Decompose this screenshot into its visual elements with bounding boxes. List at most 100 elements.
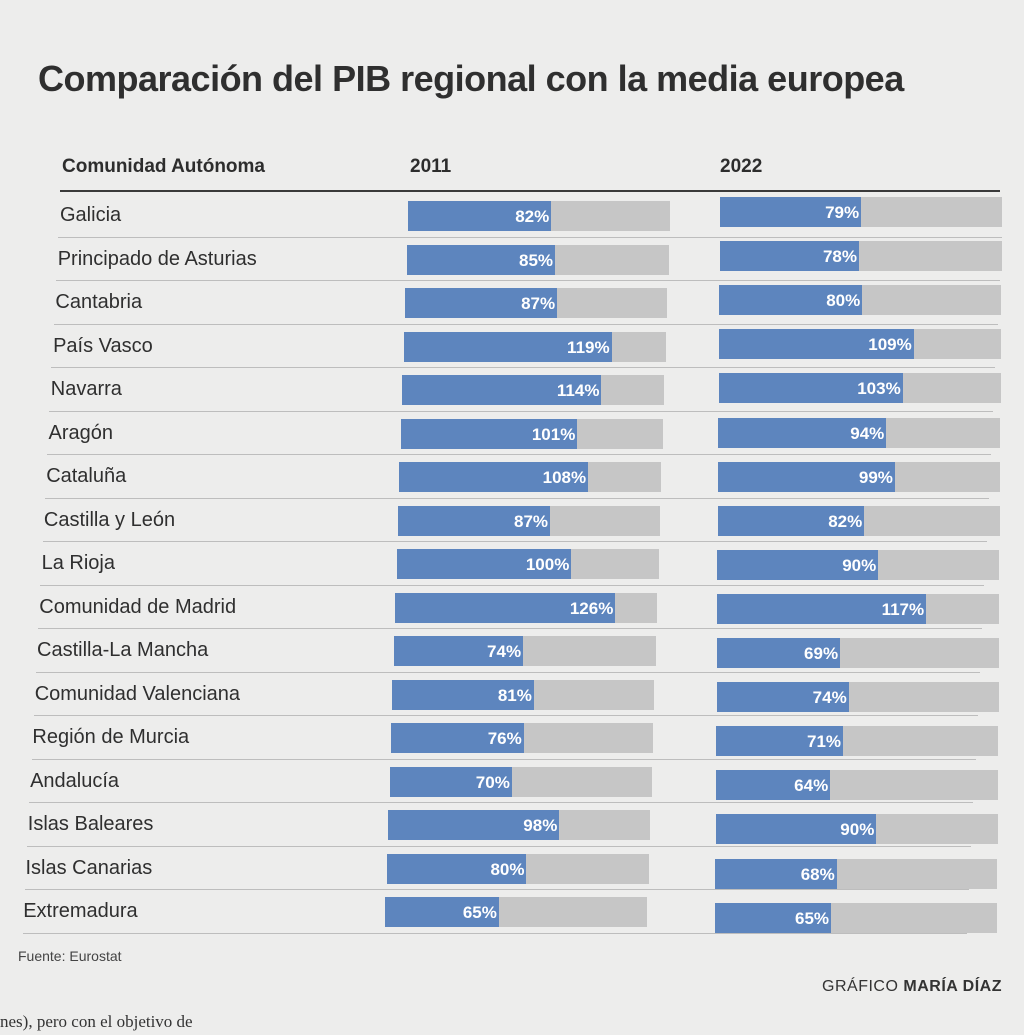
region-label: Galicia [60, 204, 122, 226]
chart-title: Comparación del PIB regional con la medi… [38, 58, 904, 99]
row-separator [40, 584, 985, 586]
region-label: Comunidad de Madrid [39, 595, 237, 618]
bar-2011 [403, 331, 612, 362]
value-label-2022: 68% [800, 864, 835, 884]
row-separator [47, 454, 991, 455]
region-label: Cantabria [55, 291, 143, 313]
value-label-2022: 103% [857, 379, 901, 399]
value-label-2011: 82% [515, 207, 550, 226]
value-label-2022: 94% [850, 423, 885, 443]
graphic-credit: GRÁFICO MARÍA DÍAZ [822, 978, 1002, 995]
value-label-2022: 74% [812, 688, 847, 708]
value-label-2011: 74% [487, 642, 522, 661]
row-separator [53, 323, 998, 325]
value-label-2011: 98% [523, 816, 558, 835]
value-label-2011: 76% [487, 729, 522, 748]
bar-2011 [385, 897, 499, 927]
region-label: Extremadura [23, 900, 138, 922]
article-text-fragment: nes), pero con el objetivo de [0, 1012, 193, 1031]
bar-2022 [718, 461, 895, 492]
region-label: Castilla y León [43, 508, 176, 531]
value-label-2022: 90% [842, 555, 877, 575]
value-label-2011: 108% [542, 468, 587, 487]
region-label: Islas Baleares [27, 813, 154, 835]
value-label-2022: 90% [840, 820, 875, 840]
region-label: Principado de Asturias [57, 247, 257, 270]
row-separator [51, 367, 996, 368]
value-label-2022: 109% [868, 335, 912, 355]
bar-2022 [716, 638, 841, 668]
row-separator [55, 280, 1000, 281]
value-label-2022: 80% [826, 291, 861, 311]
bar-2011 [396, 549, 572, 579]
bar-2022 [720, 197, 862, 227]
value-label-2011: 65% [462, 903, 497, 922]
bar-2022 [717, 593, 927, 624]
value-label-2011: 126% [569, 598, 614, 618]
bar-2011 [392, 679, 534, 710]
column-header-2011: 2011 [410, 156, 452, 177]
source-note: Fuente: Eurostat [18, 948, 122, 964]
value-label-2011: 81% [497, 685, 532, 705]
row-separator [25, 889, 969, 890]
value-label-2022: 79% [825, 203, 860, 222]
row-separator [44, 497, 989, 499]
bar-2011 [393, 636, 524, 666]
bar-2022 [718, 373, 903, 404]
bar-2011 [406, 244, 556, 275]
value-label-2022: 117% [881, 599, 925, 619]
row-separator [29, 802, 974, 803]
bar-2011 [400, 418, 578, 449]
region-label: Cataluña [46, 465, 127, 487]
bar-2011 [408, 201, 552, 231]
value-label-2022: 69% [804, 644, 839, 663]
bar-2022 [717, 549, 879, 580]
region-label: Castilla-La Mancha [37, 639, 209, 661]
bar-2022 [716, 682, 849, 713]
bar-2011 [395, 592, 616, 623]
bar-2022 [719, 241, 859, 272]
row-separator [33, 715, 978, 716]
row-separator [58, 236, 1002, 238]
value-label-2011: 114% [556, 381, 600, 400]
bar-2022 [716, 726, 844, 757]
value-label-2022: 65% [795, 908, 830, 928]
bar-2011 [390, 723, 524, 753]
region-label: Islas Canarias [25, 856, 153, 879]
region-label: Aragón [48, 421, 114, 444]
row-separator [42, 541, 987, 542]
bar-2022 [719, 329, 914, 360]
value-label-2022: 82% [828, 511, 863, 531]
value-label-2011: 85% [519, 250, 554, 270]
bar-2022 [718, 417, 887, 448]
value-label-2022: 99% [858, 467, 893, 487]
row-separator [31, 758, 976, 760]
value-label-2022: 71% [806, 732, 842, 752]
value-label-2011: 87% [514, 511, 549, 531]
bar-2022 [715, 814, 877, 845]
bar-2011 [402, 375, 602, 405]
value-label-2011: 87% [521, 294, 556, 313]
bar-2011 [405, 288, 558, 318]
row-separator [22, 932, 967, 934]
bar-2022 [715, 858, 837, 889]
value-label-2011: 80% [490, 859, 525, 879]
bar-2022 [717, 505, 865, 536]
value-label-2022: 64% [794, 776, 829, 796]
bar-2011 [386, 853, 527, 884]
bar-2022 [714, 902, 832, 933]
row-separator [38, 628, 983, 629]
value-label-2011: 101% [531, 424, 576, 444]
column-header-2022: 2022 [720, 156, 763, 177]
bar-2022 [719, 285, 863, 316]
bar-2011 [389, 766, 512, 797]
region-label: País Vasco [53, 334, 153, 357]
row-separator [36, 671, 980, 673]
header-rule [60, 190, 1000, 192]
value-label-2011: 119% [567, 337, 610, 357]
value-label-2022: 78% [822, 247, 857, 267]
row-separator [49, 410, 994, 412]
value-label-2011: 100% [525, 555, 570, 574]
bar-2022 [715, 770, 831, 801]
